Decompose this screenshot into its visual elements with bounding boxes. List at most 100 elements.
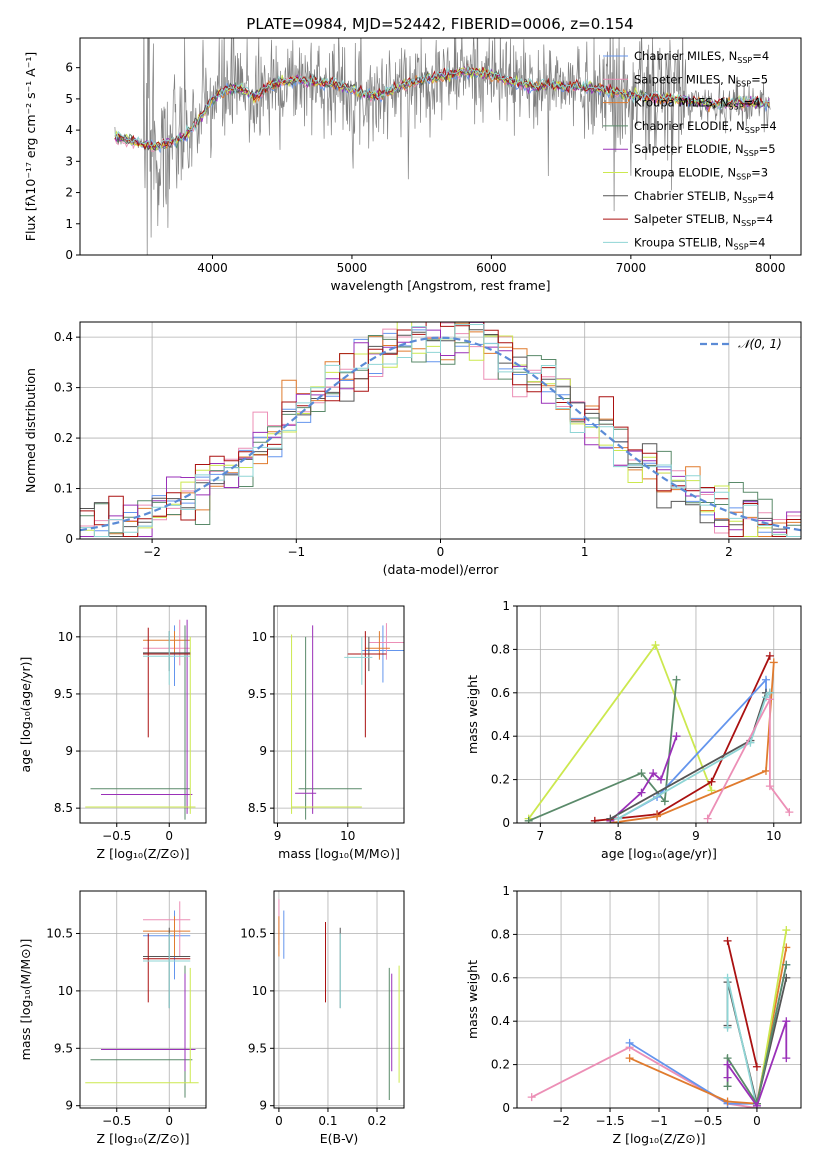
weight-marker-salpeter_elodie	[782, 1017, 791, 1026]
axes-age_vs_Z: −0.5 0 8.5 9 9.5 10 Z [log₁₀(Z/Z⊙)] age [log₁₀(…	[18, 605, 207, 861]
y-tick-label: 0	[502, 816, 510, 830]
y-tick-label: 10	[58, 984, 73, 998]
weight-marker-salpeter_elodie	[752, 1101, 761, 1108]
legend-label: Kroupa STELIB, NSSP=4	[634, 235, 765, 251]
x-axis-label: Z [log₁₀(Z/Z⊙)]	[97, 1131, 190, 1146]
x-axis-label: wavelength [Angstrom, rest frame]	[330, 278, 550, 293]
x-axis-label: E(B-V)	[320, 1131, 359, 1146]
plot-area-mass_vs_Z	[85, 901, 199, 1098]
y-axis-label: mass weight	[465, 675, 480, 754]
weight-marker-kroupa_miles	[761, 766, 770, 775]
weight-line-kroupa_miles	[629, 947, 788, 1105]
x-tick-label: 0	[753, 1114, 761, 1128]
y-tick-label: 0.4	[491, 1014, 510, 1028]
y-tick-label: 10.5	[46, 926, 73, 940]
axes-frame	[273, 605, 405, 824]
x-tick-label: 1	[581, 545, 589, 559]
weight-marker-kroupa_miles	[653, 812, 662, 821]
weight-marker-kroupa_elodie	[782, 926, 791, 935]
x-tick-label: 5000	[337, 261, 368, 275]
y-axis-label: mass weight	[465, 960, 480, 1039]
weight-marker-salpeter_elodie	[672, 732, 681, 741]
weight-marker-salpeter_miles	[527, 1093, 536, 1102]
legend-label: Chabrier STELIB, NSSP=4	[634, 189, 774, 205]
axes-age_vs_mass: 9 10 8.5 9 9.5 10 mass [log₁₀(M/M⊙)]	[248, 605, 405, 861]
x-tick-label: 8	[614, 829, 622, 843]
x-tick-label: 7	[537, 829, 545, 843]
y-tick-label: 9	[65, 1099, 73, 1113]
y-tick-label: 10	[58, 630, 73, 644]
weight-marker-kroupa_miles	[769, 658, 778, 667]
weight-marker-chabrier_miles	[625, 1038, 634, 1047]
x-tick-label: 4000	[197, 261, 228, 275]
weight-marker-kroupa_miles	[723, 1097, 732, 1106]
y-tick-label: 0.6	[491, 686, 510, 700]
weight-marker-kroupa_stelib	[723, 973, 732, 982]
x-axis-label: age [log₁₀(age/yr)]	[601, 846, 717, 861]
y-tick-label: 10.5	[240, 926, 267, 940]
legend-label: Chabrier MILES, NSSP=4	[634, 49, 769, 65]
axes-residuals: −2 −1 0 1 2 0 0.1 0.2 0.3 0.4 (data-model)/error No…	[23, 321, 802, 577]
y-tick-label: 9.5	[54, 1041, 73, 1055]
y-tick-label: 0.2	[491, 1058, 510, 1072]
figure-title: PLATE=0984, MJD=52442, FIBERID=0006, z=0…	[246, 15, 633, 33]
weight-line-kroupa_elodie	[527, 643, 713, 820]
weight-marker-salpeter_miles	[765, 782, 774, 791]
y-axis-label: mass [log₁₀(M/M⊙)]	[18, 939, 33, 1061]
plot-area-age_vs_mass	[291, 623, 404, 820]
axes-frame	[79, 890, 207, 1109]
weight-marker-chabrier_elodie	[782, 960, 791, 969]
axes-weight_vs_Z: −2 −1.5 −1 −0.5 0 0 0.2 0.4 0.6 0.8 1 Z [log₁₀(Z/Z⊙…	[465, 884, 802, 1146]
y-tick-label: 1	[502, 884, 510, 898]
y-tick-label: 9.5	[54, 687, 73, 701]
y-tick-label: 0	[65, 532, 73, 546]
legend-label: Kroupa ELODIE, NSSP=3	[634, 166, 768, 182]
y-tick-label: 0.1	[54, 482, 73, 496]
y-tick-label: 0.2	[491, 773, 510, 787]
axes-frame	[273, 890, 405, 1109]
weight-marker-chabrier_elodie	[637, 769, 646, 778]
weight-marker-chabrier_elodie	[524, 816, 533, 823]
weight-marker-salpeter_elodie	[723, 1073, 732, 1082]
y-axis-label: age [log₁₀(age/yr)]	[18, 657, 33, 773]
weight-line-salpeter_stelib	[594, 655, 771, 822]
y-tick-label: 0.2	[54, 431, 73, 445]
axes-frame	[516, 605, 802, 824]
x-tick-label: 6000	[476, 261, 507, 275]
weight-marker-kroupa_elodie	[651, 641, 660, 650]
x-tick-label: 0.1	[318, 1114, 337, 1128]
x-axis-label: Z [log₁₀(Z/Z⊙)]	[613, 1131, 706, 1146]
plot-area-spectrum	[114, 38, 771, 255]
x-tick-label: 10	[340, 829, 355, 843]
y-tick-label: 8.5	[248, 801, 267, 815]
y-tick-label: 0	[502, 1101, 510, 1115]
y-tick-label: 9	[259, 1099, 267, 1113]
model-line-kroupa_stelib	[114, 64, 770, 152]
y-tick-label: 8.5	[54, 801, 73, 815]
weight-marker-salpeter_elodie	[723, 1060, 732, 1069]
x-tick-label: 8000	[755, 261, 786, 275]
weight-line-chabrier_elodie	[528, 679, 678, 822]
y-tick-label: 1	[502, 599, 510, 613]
x-axis-label: mass [log₁₀(M/M⊙)]	[278, 846, 400, 861]
plot-area-weight_vs_age	[524, 641, 794, 823]
weight-marker-chabrier_elodie	[723, 1082, 732, 1091]
weight-marker-salpeter_elodie	[656, 775, 665, 784]
residual-histogram-salpeter_stelib	[80, 322, 801, 537]
weight-marker-salpeter_miles	[703, 814, 712, 823]
x-tick-label: 0	[165, 1114, 173, 1128]
weight-marker-salpeter_miles	[785, 808, 794, 817]
x-tick-label: 0	[437, 545, 445, 559]
y-tick-label: 9	[259, 744, 267, 758]
x-tick-label: −2	[143, 545, 161, 559]
x-tick-label: −1	[287, 545, 305, 559]
y-tick-label: 9.5	[248, 687, 267, 701]
y-tick-label: 9	[65, 744, 73, 758]
y-tick-label: 0.3	[54, 381, 73, 395]
x-tick-label: −0.5	[693, 1114, 722, 1128]
normal-curve-line	[80, 336, 801, 532]
axes-weight_vs_age: 7 8 9 10 0 0.2 0.4 0.6 0.8 1 age [log₁₀(age/yr)] ma…	[465, 599, 802, 861]
y-tick-label: 0.8	[491, 927, 510, 941]
weight-marker-salpeter_stelib	[765, 651, 774, 660]
